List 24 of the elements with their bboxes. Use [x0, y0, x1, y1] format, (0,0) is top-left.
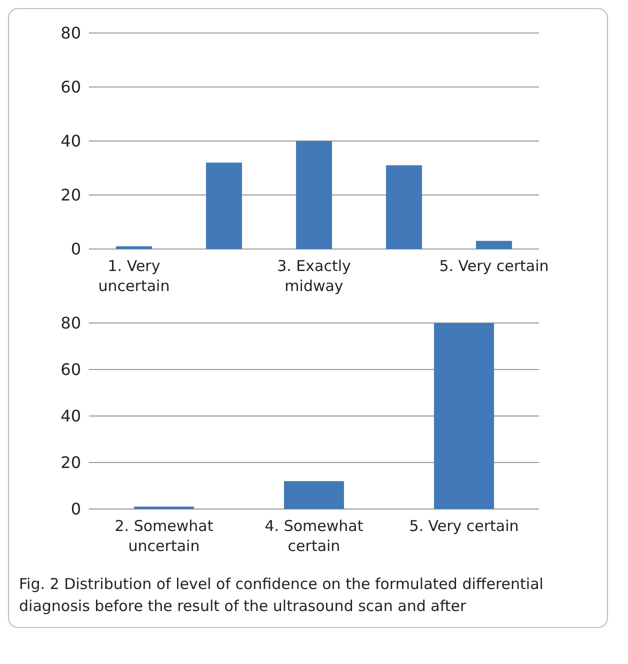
- y-tick-label: 0: [70, 240, 81, 259]
- y-tick-label: 40: [60, 406, 81, 426]
- x-tick-label: 1. Very uncertain: [98, 257, 170, 295]
- bar: [284, 481, 344, 509]
- y-tick-label: 60: [60, 360, 81, 380]
- bar: [386, 165, 422, 249]
- y-tick-label: 80: [60, 314, 81, 333]
- x-tick-label: 3. Exactly midway: [277, 257, 352, 295]
- y-tick-label: 40: [60, 132, 81, 151]
- bar: [296, 141, 332, 249]
- bar: [206, 162, 242, 249]
- y-tick-label: 20: [60, 186, 81, 205]
- bar: [476, 240, 512, 249]
- x-tick-label: 5. Very certain: [439, 257, 549, 275]
- bar: [434, 323, 494, 509]
- y-tick-label: 0: [70, 500, 81, 519]
- bar: [116, 246, 152, 249]
- x-tick-label: 4. Somewhat certain: [264, 517, 364, 555]
- x-tick-label: 2. Somewhat uncertain: [114, 517, 214, 555]
- y-tick-label: 20: [60, 453, 81, 472]
- x-tick-label: 5. Very certain: [409, 517, 519, 535]
- y-tick-label: 80: [60, 24, 81, 43]
- caption: Fig. 2 Distribution of level of confidence on the formulated differential diagnosis before the result of the ultrasound scan and after: [19, 574, 544, 617]
- y-tick-label: 60: [60, 78, 81, 97]
